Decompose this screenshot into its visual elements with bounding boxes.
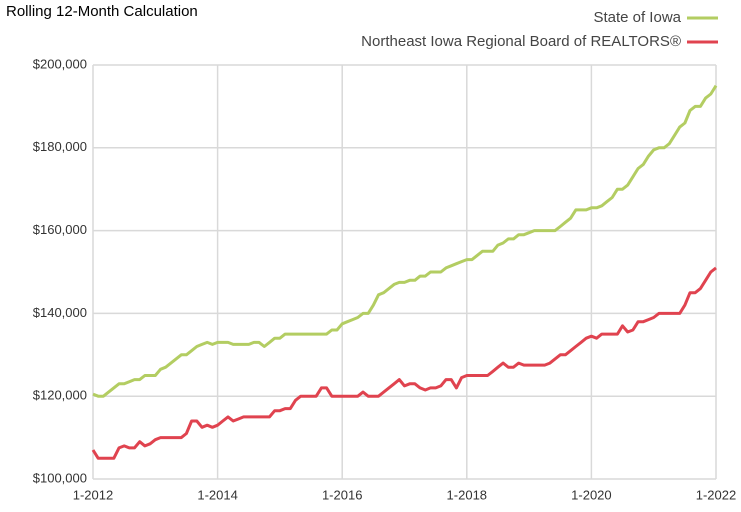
x-tick-label: 1-2018: [447, 487, 487, 502]
x-tick-label: 1-2022: [696, 487, 736, 502]
x-tick-label: 1-2012: [73, 487, 113, 502]
x-tick-label: 1-2016: [322, 487, 362, 502]
chart-title: Rolling 12-Month Calculation: [6, 3, 198, 20]
y-tick-label: $180,000: [33, 139, 87, 154]
legend-label: State of Iowa: [593, 9, 681, 26]
legend-label: Northeast Iowa Regional Board of REALTOR…: [361, 33, 681, 50]
y-tick-label: $120,000: [33, 388, 87, 403]
y-tick-label: $160,000: [33, 222, 87, 237]
y-tick-label: $140,000: [33, 305, 87, 320]
series-line: [91, 266, 717, 460]
y-tick-label: $100,000: [33, 470, 87, 485]
y-tick-label: $200,000: [33, 56, 87, 71]
x-tick-label: 1-2014: [197, 487, 237, 502]
series-line: [92, 84, 718, 398]
x-tick-label: 1-2020: [571, 487, 611, 502]
